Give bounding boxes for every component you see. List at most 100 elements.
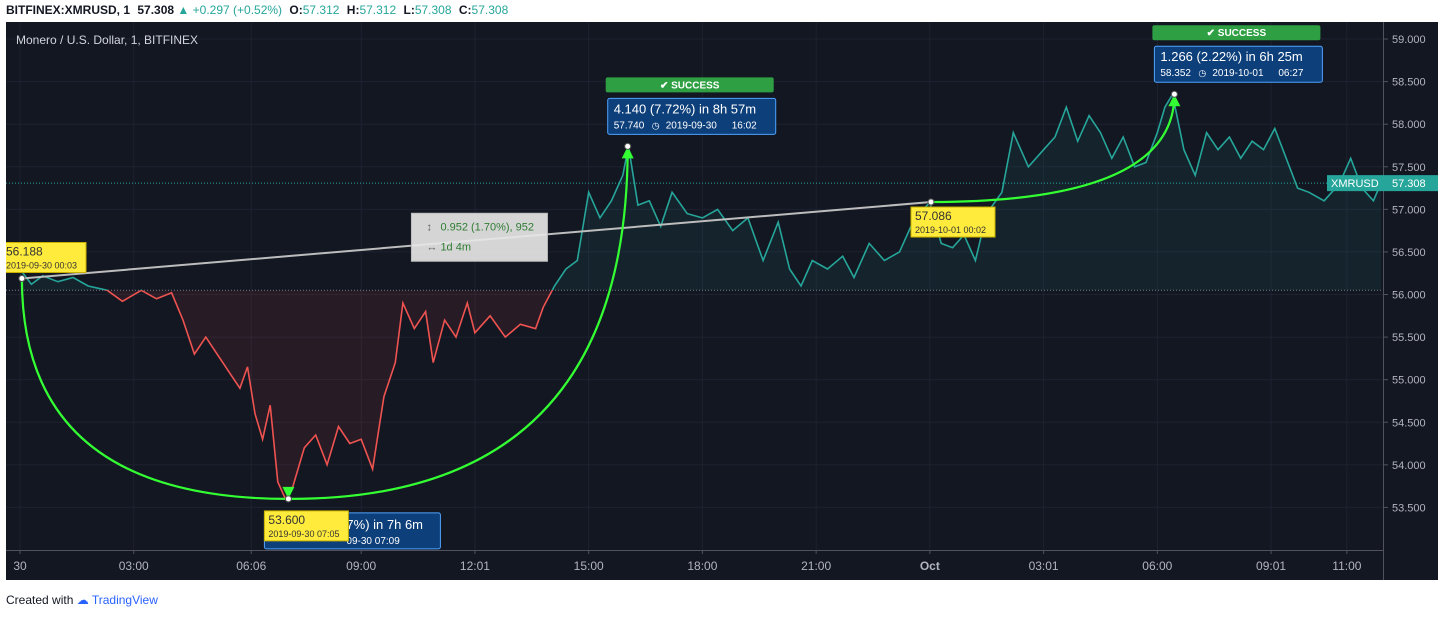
tradingview-logo-icon[interactable]: ☁	[76, 593, 89, 607]
success-banner	[605, 77, 774, 93]
result-background	[1153, 45, 1323, 83]
result-price: 58.352	[1160, 68, 1191, 79]
partial-result-sub: 09-30 07:09	[346, 536, 400, 547]
tradingview-link[interactable]: TradingView	[91, 593, 158, 607]
range-icon: ↕	[426, 221, 432, 233]
trend-stats-background	[410, 212, 548, 262]
price-label-date: 2019-10-01 00:02	[915, 225, 986, 235]
x-tick-label: 03:00	[119, 559, 149, 573]
x-tick-label: 21:00	[801, 559, 831, 573]
y-tick-label: 58.500	[1392, 77, 1426, 89]
price-label-value: 57.086	[915, 209, 952, 223]
price-chart[interactable]: Monero / U.S. Dollar, 1, BITFINEX ↕ 0.952 …	[6, 22, 1438, 580]
y-tick-label: 57.000	[1392, 204, 1426, 216]
footer: Created with ☁ TradingView	[6, 590, 158, 610]
y-tick-label: 57.500	[1392, 162, 1426, 174]
trend-duration-text: 1d 4m	[440, 241, 471, 253]
price-label-2: 57.086 2019-10-01 00:02	[910, 198, 996, 238]
up-arrow-icon: ▲	[177, 3, 190, 17]
success-text: ✔ SUCCESS	[1207, 28, 1267, 39]
projection-arc-2	[930, 94, 1176, 204]
price-label-0: 56.188 2019-09-30 00:03	[6, 242, 87, 283]
arc-arrowhead-1	[621, 146, 634, 159]
price-label-box	[910, 206, 996, 238]
price-label-anchor	[927, 198, 935, 206]
price-label-box	[263, 510, 349, 542]
y-tick-label: 55.500	[1392, 332, 1426, 344]
clock-icon: ◷	[652, 120, 660, 130]
result-box-1: ✔ SUCCESS 1.266 (2.22%) in 6h 25m 58.352 ◷ 2…	[1152, 25, 1323, 98]
result-time: 06:27	[1278, 68, 1303, 79]
result-anchor	[1170, 90, 1178, 98]
y-tick-label: 53.500	[1392, 502, 1426, 514]
y-tick-label: 55.000	[1392, 375, 1426, 387]
price-label-date: 2019-09-30 07:05	[268, 529, 339, 539]
projection-arc-0	[20, 278, 289, 501]
close-label: C:	[458, 3, 472, 17]
x-tick-label: 11:00	[1332, 559, 1361, 573]
result-background	[607, 97, 777, 135]
arc-arrowhead-0	[282, 486, 295, 499]
area-below-baseline	[20, 290, 1381, 499]
chart-title: Monero / U.S. Dollar, 1, BITFINEX	[16, 33, 198, 47]
result-main-text: 4.140 (7.72%) in 8h 57m	[614, 101, 756, 116]
x-tick-label: 30	[13, 559, 27, 573]
y-tick-label: 56.000	[1392, 290, 1426, 302]
x-tick-label: 18:00	[687, 559, 717, 573]
success-banner	[1152, 25, 1321, 41]
price-label-1: 53.600 2019-09-30 07:05	[263, 495, 349, 542]
symbol-tag-text: XMRUSD	[1331, 178, 1379, 190]
open-label: O:	[289, 3, 303, 17]
open-value: 57.312	[302, 3, 340, 17]
series-line-up	[19, 92, 1382, 291]
area-above-baseline	[20, 94, 1381, 291]
current-price-tag	[1384, 175, 1438, 192]
x-tick-label: 15:00	[574, 559, 604, 573]
clock-icon: ◷	[1198, 68, 1206, 78]
y-tick-label: 56.500	[1392, 247, 1426, 259]
y-tick-label: 59.000	[1392, 34, 1426, 46]
partial-result-main: 7%) in 7h 6m	[346, 517, 423, 532]
y-tick-label: 54.500	[1392, 417, 1426, 429]
result-date: 2019-09-30	[666, 120, 718, 131]
x-tick-label: 09:01	[1256, 559, 1286, 573]
price-label-date: 2019-09-30 00:03	[6, 261, 77, 271]
price-label-box	[6, 242, 87, 274]
x-tick-label: Oct	[920, 559, 940, 573]
symbol-name: BITFINEX:XMRUSD, 1	[6, 3, 131, 17]
y-tick-label: 54.000	[1392, 460, 1426, 472]
close-value: 57.308	[471, 3, 509, 17]
result-date: 2019-10-01	[1212, 68, 1264, 79]
price-label-value: 53.600	[268, 513, 305, 527]
price-label-anchor	[284, 495, 292, 503]
success-text: ✔ SUCCESS	[660, 80, 720, 91]
result-time: 16:02	[732, 120, 757, 131]
result-box-0: ✔ SUCCESS 4.140 (7.72%) in 8h 57m 57.740 ◷ 2…	[605, 77, 777, 150]
trend-stats-box: ↕ 0.952 (1.70%), 952↔ 1d 4m	[410, 212, 548, 262]
created-with-text: Created with	[6, 593, 74, 607]
price-label-anchor	[18, 275, 26, 283]
duration-icon: ↔	[426, 241, 437, 253]
symbol-header: BITFINEX:XMRUSD, 1 57.308 ▲ +0.297 (+0.5…	[0, 0, 1444, 20]
result-price: 57.740	[614, 120, 645, 131]
low-value: 57.308	[414, 3, 452, 17]
series-line-down	[103, 290, 554, 501]
chart-panel[interactable]: Monero / U.S. Dollar, 1, BITFINEX ↕ 0.952 …	[6, 22, 1438, 580]
trend-stats-text: 0.952 (1.70%), 952	[440, 221, 534, 233]
price-label-value: 56.188	[6, 245, 43, 259]
low-label: L:	[403, 3, 415, 17]
high-value: 57.312	[359, 3, 397, 17]
x-tick-label: 06:06	[236, 559, 266, 573]
projection-arc-1	[291, 146, 629, 501]
y-tick-label: 58.000	[1392, 119, 1426, 131]
arc-arrowhead-2	[1168, 94, 1181, 107]
symbol-tag	[1327, 175, 1384, 192]
high-label: H:	[346, 3, 360, 17]
result-anchor	[624, 142, 632, 150]
x-tick-label: 06:00	[1142, 559, 1172, 573]
x-tick-label: 09:00	[346, 559, 376, 573]
x-tick-label: 12:01	[460, 559, 490, 573]
price-change: +0.297 (+0.52%)	[192, 3, 283, 17]
current-price-tag-text: 57.308	[1392, 178, 1426, 190]
x-tick-label: 03:01	[1029, 559, 1059, 573]
